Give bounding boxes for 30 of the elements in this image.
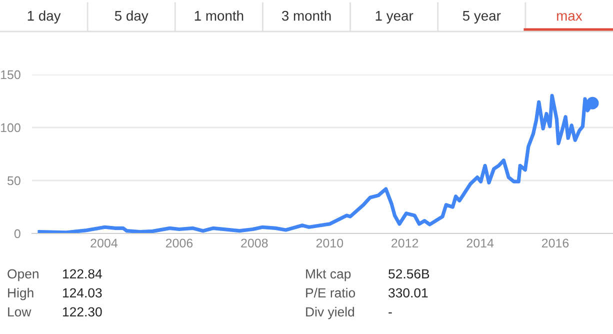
x-tick-label: 2004 bbox=[90, 238, 118, 248]
x-tick-label: 2012 bbox=[392, 238, 418, 248]
text: 122.84 bbox=[63, 269, 102, 279]
x-tick-label: 2010 bbox=[316, 238, 344, 248]
x-tick-label: 2008 bbox=[241, 238, 268, 248]
text: Div yield bbox=[306, 306, 354, 320]
text: 5 year bbox=[462, 11, 501, 24]
y-tick-label: 0 bbox=[14, 229, 20, 238]
text: - bbox=[388, 312, 392, 314]
text: 5 day bbox=[114, 10, 148, 24]
text: 330.01 bbox=[388, 288, 428, 298]
text: Low bbox=[8, 307, 32, 317]
text: 3 month bbox=[282, 10, 331, 21]
text: 52.56B bbox=[388, 269, 430, 279]
x-tick-label: 2014 bbox=[466, 238, 494, 248]
text: 1 day bbox=[28, 10, 61, 24]
text: P/E ratio bbox=[306, 288, 356, 298]
y-tick-label: 150 bbox=[0, 70, 20, 80]
y-tick-label: 50 bbox=[7, 176, 20, 186]
text: 124.03 bbox=[63, 288, 102, 298]
text: 1 year bbox=[376, 11, 414, 24]
text: High bbox=[8, 288, 34, 300]
text: max bbox=[557, 13, 582, 21]
y-tick-label: 100 bbox=[0, 123, 20, 132]
x-tick-label: 2006 bbox=[166, 238, 193, 248]
text: 1 month bbox=[194, 10, 244, 21]
text: Mkt cap bbox=[306, 268, 351, 282]
text: Open bbox=[8, 269, 38, 282]
text: 122.30 bbox=[63, 307, 102, 317]
x-tick-label: 2016 bbox=[542, 238, 569, 248]
